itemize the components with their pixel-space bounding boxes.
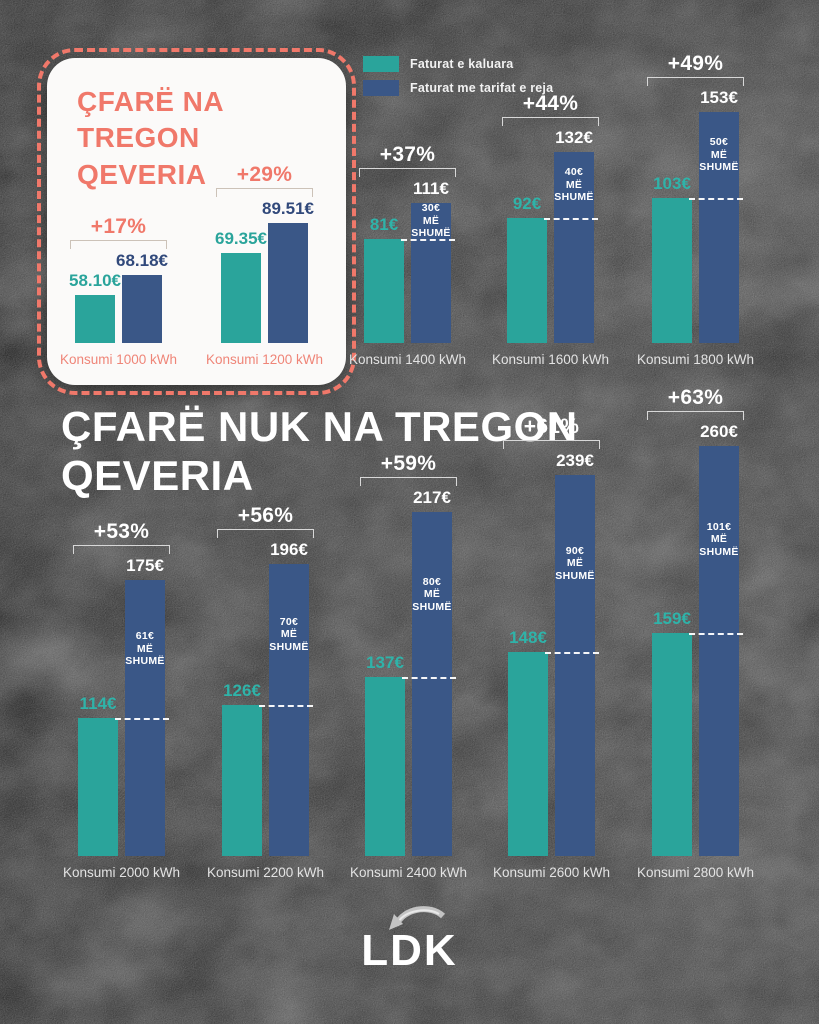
difference-zone: 70€ MË SHUMË [267,564,311,705]
old-bill-bar [364,239,404,343]
new-bill-value: 132€ [555,128,593,148]
old-level-dashed-line [689,198,743,200]
comparison-bracket [503,440,600,449]
consumption-label: Konsumi 1600 kWh [491,352,610,367]
comparison-bracket [217,529,314,538]
new-bill-value: 217€ [413,488,451,508]
percent-increase-label: +56% [237,504,294,527]
difference-label: 30€ MË SHUMË [411,202,451,240]
new-bill-value: 153€ [700,88,738,108]
consumption-label: Konsumi 1200 kWh [205,352,324,367]
old-bill-bar [221,253,261,343]
consumption-label: Konsumi 2600 kWh [492,865,611,880]
old-bill-bar [507,218,547,343]
consumption-label: Konsumi 1400 kWh [348,352,467,367]
percent-increase-label: +17% [90,215,147,238]
comparison-bracket [360,477,457,486]
new-bill-value: 196€ [270,540,308,560]
old-level-dashed-line [544,218,598,220]
consumption-label: Konsumi 2400 kWh [349,865,468,880]
swoosh-arrow-icon [388,906,445,930]
difference-label: 90€ MË SHUMË [555,544,595,582]
comparison-bracket [647,411,744,420]
new-bill-bar: 70€ MË SHUMË [259,564,313,856]
difference-zone: 40€ MË SHUMË [552,152,596,218]
teal-swatch-icon [363,56,399,72]
difference-zone: 50€ MË SHUMË [697,112,741,198]
new-bill-value: 175€ [126,556,164,576]
consumption-label: Konsumi 2800 kWh [636,865,755,880]
comparison-bracket [502,117,599,126]
comparison-bracket [647,77,744,86]
difference-label: 101€ MË SHUMË [699,520,739,558]
new-bill-value: 68.18€ [116,251,168,271]
consumption-label: Konsumi 1000 kWh [59,352,178,367]
difference-zone: 61€ MË SHUMË [123,580,167,718]
percent-increase-label: +61% [523,415,580,438]
new-bill-bar: 30€ MË SHUMË [401,202,455,343]
percent-increase-label: +49% [667,52,724,75]
difference-zone: 90€ MË SHUMË [553,475,597,652]
old-bill-bar [222,705,262,856]
percent-increase-label: +59% [380,452,437,475]
difference-label: 61€ MË SHUMË [125,630,165,668]
difference-label: 80€ MË SHUMË [412,575,452,613]
new-bill-bar: 40€ MË SHUMË [544,152,598,343]
new-bill-value: 239€ [556,451,594,471]
consumption-label: Konsumi 2200 kWh [206,865,325,880]
logo-text: LDK [361,926,458,975]
new-bill-bar: 101€ MË SHUMË [689,446,743,856]
new-bill-bar: 90€ MË SHUMË [545,475,599,856]
old-bill-bar [652,198,692,343]
percent-increase-label: +44% [522,92,579,115]
old-level-dashed-line [115,718,169,720]
new-bill-bar: 61€ MË SHUMË [115,580,169,856]
old-bill-bar [78,718,118,856]
percent-increase-label: +29% [236,163,293,186]
difference-zone: 30€ MË SHUMË [409,202,453,240]
difference-label: 40€ MË SHUMË [554,166,594,204]
old-bill-bar [508,652,548,856]
new-bill-value: 260€ [700,422,738,442]
old-bill-bar [652,633,692,856]
old-level-dashed-line [689,633,743,635]
difference-zone: 101€ MË SHUMË [697,446,741,633]
new-bill-bar [268,223,308,343]
old-level-dashed-line [402,677,456,679]
comparison-bracket [73,545,170,554]
new-bill-bar [122,275,162,343]
old-level-dashed-line [401,239,455,241]
blue-swatch-icon [363,80,399,96]
difference-label: 50€ MË SHUMË [699,136,739,174]
comparison-bracket [359,168,456,177]
comparison-bracket [70,240,167,249]
new-bill-value: 111€ [413,179,449,199]
comparison-bracket [216,188,313,197]
legend-item-old-bills: Faturat e kaluara [363,56,553,72]
ldk-logo: LDK [0,903,819,974]
difference-zone: 80€ MË SHUMË [410,512,454,677]
legend-label: Faturat e kaluara [410,57,514,71]
old-level-dashed-line [259,705,313,707]
percent-increase-label: +63% [667,386,724,409]
consumption-label: Konsumi 1800 kWh [636,352,755,367]
old-bill-bar [75,295,115,343]
new-bill-value: 89.51€ [262,199,314,219]
consumption-label: Konsumi 2000 kWh [62,865,181,880]
percent-increase-label: +37% [379,143,436,166]
old-bill-bar [365,677,405,856]
percent-increase-label: +53% [93,520,150,543]
new-bill-bar: 80€ MË SHUMË [402,512,456,856]
old-level-dashed-line [545,652,599,654]
new-bill-bar: 50€ MË SHUMË [689,112,743,343]
difference-label: 70€ MË SHUMË [269,615,309,653]
